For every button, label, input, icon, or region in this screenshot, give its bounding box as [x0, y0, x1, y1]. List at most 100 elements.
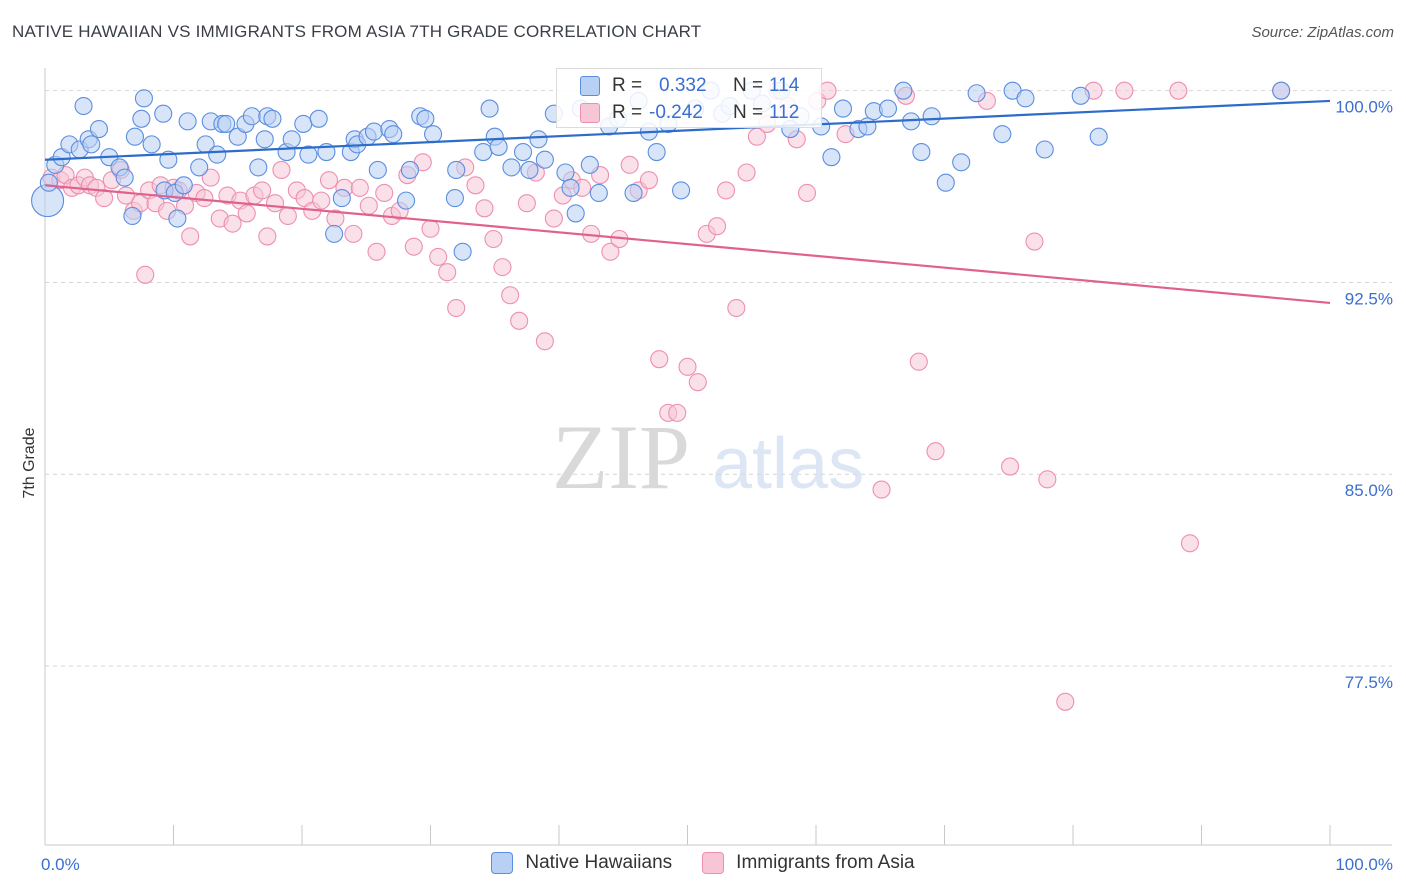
- data-point: [535, 150, 554, 169]
- data-point: [344, 224, 363, 243]
- data-point: [474, 143, 493, 162]
- data-point: [174, 176, 193, 195]
- data-point: [123, 206, 142, 226]
- data-point: [272, 160, 291, 180]
- data-point: [190, 158, 209, 177]
- data-point: [708, 217, 727, 236]
- data-point: [445, 189, 464, 208]
- data-point: [952, 153, 971, 172]
- data-point: [620, 155, 639, 174]
- data-point: [263, 109, 282, 128]
- data-point: [1115, 81, 1134, 100]
- stats-swatch-pink: [580, 103, 600, 123]
- data-point: [858, 117, 877, 136]
- data-point: [510, 311, 529, 330]
- stats-n-value-blue: 114: [769, 75, 800, 96]
- data-point: [82, 135, 101, 154]
- data-point: [375, 183, 394, 203]
- data-point: [1056, 692, 1075, 711]
- data-point: [650, 350, 669, 369]
- data-point: [132, 109, 151, 128]
- data-point: [502, 158, 521, 177]
- watermark-atlas: atlas: [712, 424, 864, 504]
- data-point: [489, 137, 508, 156]
- data-point: [589, 183, 608, 203]
- data-point: [926, 442, 945, 461]
- data-point: [1000, 457, 1020, 476]
- data-point: [242, 107, 261, 126]
- data-point: [364, 122, 384, 141]
- data-point: [566, 204, 585, 223]
- data-point: [1169, 81, 1188, 100]
- data-point: [878, 99, 898, 118]
- data-point: [421, 219, 440, 238]
- legend-item-native-hawaiians[interactable]: Native Hawaiians: [491, 852, 672, 874]
- data-point: [639, 171, 659, 190]
- data-point: [319, 171, 339, 190]
- data-point: [134, 89, 153, 108]
- data-point: [529, 130, 548, 149]
- data-point: [299, 145, 318, 164]
- data-point: [312, 191, 331, 210]
- data-point: [1038, 470, 1057, 489]
- data-point: [397, 191, 416, 210]
- data-point: [894, 81, 913, 100]
- y-tick-label: 77.5%: [1345, 673, 1393, 692]
- legend-item-immigrants-from-asia[interactable]: Immigrants from Asia: [702, 852, 915, 874]
- data-point: [258, 227, 277, 246]
- data-point: [154, 104, 173, 123]
- data-point: [223, 214, 242, 233]
- data-point: [672, 181, 691, 200]
- data-point: [368, 160, 387, 180]
- axes: [44, 68, 1392, 846]
- data-point: [737, 163, 756, 182]
- data-point: [359, 196, 378, 215]
- data-point: [74, 96, 93, 116]
- data-point: [1071, 86, 1090, 105]
- legend-label-immigrants-from-asia: Immigrants from Asia: [736, 852, 915, 873]
- data-point: [201, 168, 220, 187]
- data-point: [325, 224, 344, 243]
- data-point: [447, 160, 466, 180]
- data-point: [332, 189, 351, 208]
- legend-swatch-pink: [702, 852, 725, 874]
- data-point: [95, 189, 114, 208]
- stats-n-label-pink: N =: [733, 102, 764, 123]
- data-point: [404, 237, 423, 256]
- data-point: [453, 242, 472, 261]
- stats-box: R = 0.332 N = 114 R = -0.242 N = 112: [556, 68, 822, 128]
- data-point: [253, 181, 272, 200]
- data-point: [237, 204, 256, 223]
- data-point: [208, 145, 227, 164]
- data-point: [438, 263, 457, 282]
- x-tick-label: 100.0%: [1335, 855, 1393, 874]
- data-point: [513, 143, 533, 162]
- source-credit: Source: ZipAtlas.com: [1251, 24, 1394, 41]
- data-point: [647, 143, 666, 162]
- data-point: [466, 176, 485, 195]
- y-tick-label: 92.5%: [1345, 289, 1393, 308]
- data-point: [447, 298, 466, 318]
- data-point: [294, 114, 313, 133]
- data-point: [480, 99, 499, 118]
- data-point: [400, 160, 419, 180]
- data-point: [384, 125, 403, 144]
- stats-n-value-pink: 112: [769, 102, 800, 123]
- data-point: [1089, 127, 1108, 146]
- watermark-zip: ZIP: [552, 406, 690, 508]
- data-point: [624, 183, 643, 203]
- data-point: [1025, 232, 1044, 251]
- data-point: [195, 189, 214, 208]
- data-point: [125, 127, 144, 146]
- trend-line: [44, 99, 1331, 161]
- data-point: [580, 155, 599, 174]
- data-point: [282, 130, 301, 149]
- data-point: [936, 173, 955, 192]
- data-point: [501, 286, 520, 305]
- watermark: ZIP atlas: [552, 406, 864, 508]
- data-point: [416, 109, 435, 128]
- data-point: [556, 163, 575, 182]
- legend: Native Hawaiians Immigrants from Asia: [0, 852, 1406, 874]
- y-axis-label: 7th Grade: [21, 427, 38, 498]
